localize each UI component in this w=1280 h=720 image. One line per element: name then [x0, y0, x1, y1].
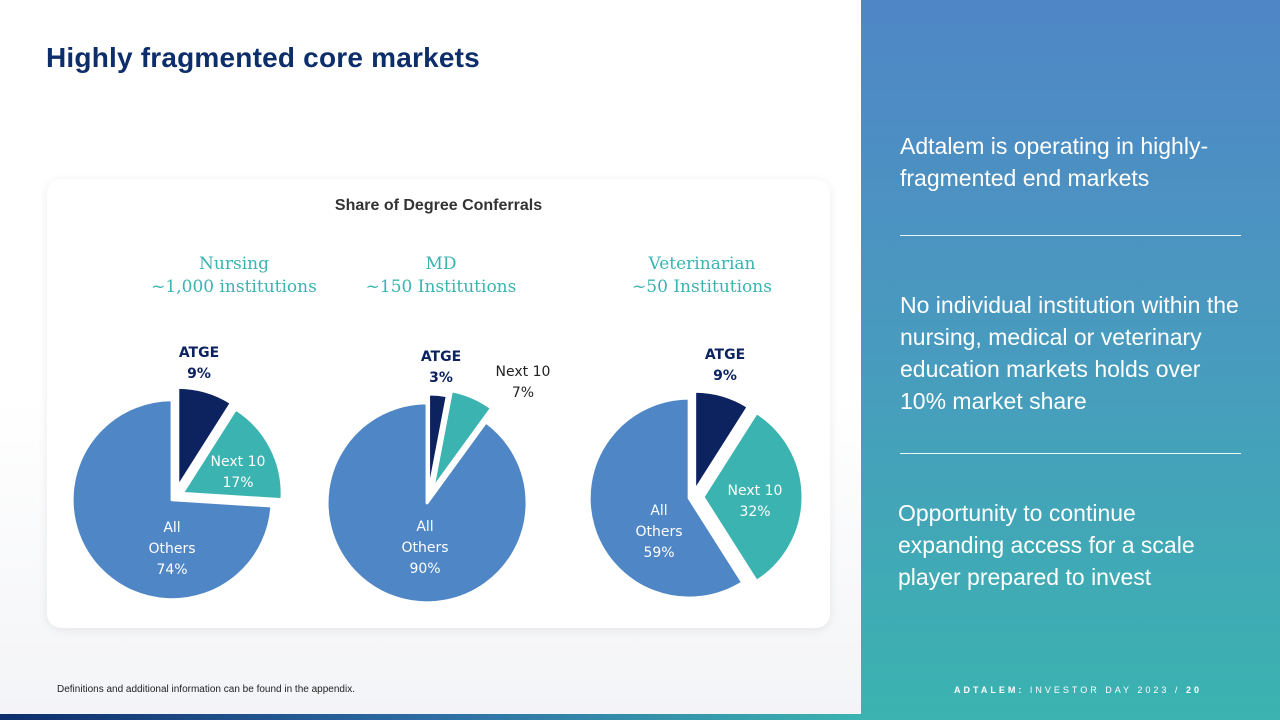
pie-1-slice-next-10: [431, 389, 494, 491]
pie-0-label-all-others: All Others 74%: [148, 520, 195, 578]
footer-event: INVESTOR DAY 2023: [1029, 685, 1170, 695]
panel-point-1: Adtalem is operating in highly-fragmente…: [900, 133, 1209, 191]
pie-0-slice-atge: [176, 385, 233, 489]
page-title: Highly fragmented core markets: [46, 42, 480, 73]
md-heading: MD ~150 Institutions: [331, 253, 551, 299]
footnote: Definitions and additional information c…: [57, 684, 355, 695]
pie-2-label-all-others: All Others 59%: [635, 503, 682, 561]
nursing-title: Nursing: [199, 254, 269, 274]
pie-1: ATGE 3% Next 10 7% All Others 90%: [325, 349, 551, 605]
vet-heading: Veterinarian ~50 Institutions: [592, 253, 812, 299]
vet-subtitle: ~50 Institutions: [632, 277, 772, 297]
pie-2-slice-atge: [693, 389, 750, 493]
nursing-subtitle: ~1,000 institutions: [151, 277, 317, 297]
pie-0-label-next-10: Next 10 17%: [211, 454, 266, 491]
md-subtitle: ~150 Institutions: [365, 277, 517, 297]
side-panel: Adtalem is operating in highly-fragmente…: [861, 0, 1280, 720]
pie-0: ATGE 9% Next 10 17% All Others 74%: [70, 345, 284, 602]
panel-divider-2: [900, 453, 1241, 454]
pie-1-slice-all-others: [325, 401, 529, 605]
bottom-accent-bar: [0, 714, 862, 720]
pie-0-slice-next-10: [180, 407, 284, 502]
pie-2: ATGE 9% Next 10 32% All Others 59%: [587, 347, 805, 600]
pie-1-label-atge: ATGE 3%: [421, 349, 461, 386]
nursing-heading: Nursing ~1,000 institutions: [124, 253, 344, 299]
pie-1-label-next-10: Next 10 7%: [496, 364, 551, 401]
footer-brand: ADTALEM:: [954, 685, 1025, 695]
md-title: MD: [425, 254, 457, 274]
pie-1-slice-atge: [427, 392, 449, 496]
footer-page-number: 20: [1185, 685, 1202, 695]
pie-charts: ATGE 9% Next 10 17% All Others 74% ATGE 3% Next 1…: [70, 345, 805, 605]
panel-point-3: Opportunity to continue expanding access…: [898, 500, 1195, 590]
pie-0-label-atge: ATGE 9%: [179, 345, 219, 382]
pie-0-slice-all-others: [70, 398, 274, 602]
pie-2-slice-all-others: [587, 396, 745, 600]
pie-2-label-atge: ATGE 9%: [705, 347, 745, 384]
pie-2-label-next-10: Next 10 32%: [728, 483, 783, 520]
pie-2-slice-next-10: [701, 411, 805, 583]
pie-1-label-all-others: All Others 90%: [401, 519, 448, 577]
panel-footer: ADTALEM: INVESTOR DAY 2023 / 20: [954, 685, 1202, 695]
chart-card-title: Share of Degree Conferrals: [334, 197, 543, 214]
panel-divider-1: [900, 235, 1241, 236]
vet-title: Veterinarian: [648, 254, 756, 274]
panel-point-2: No individual institution within the nur…: [900, 292, 1239, 414]
footer-separator: /: [1174, 685, 1181, 695]
